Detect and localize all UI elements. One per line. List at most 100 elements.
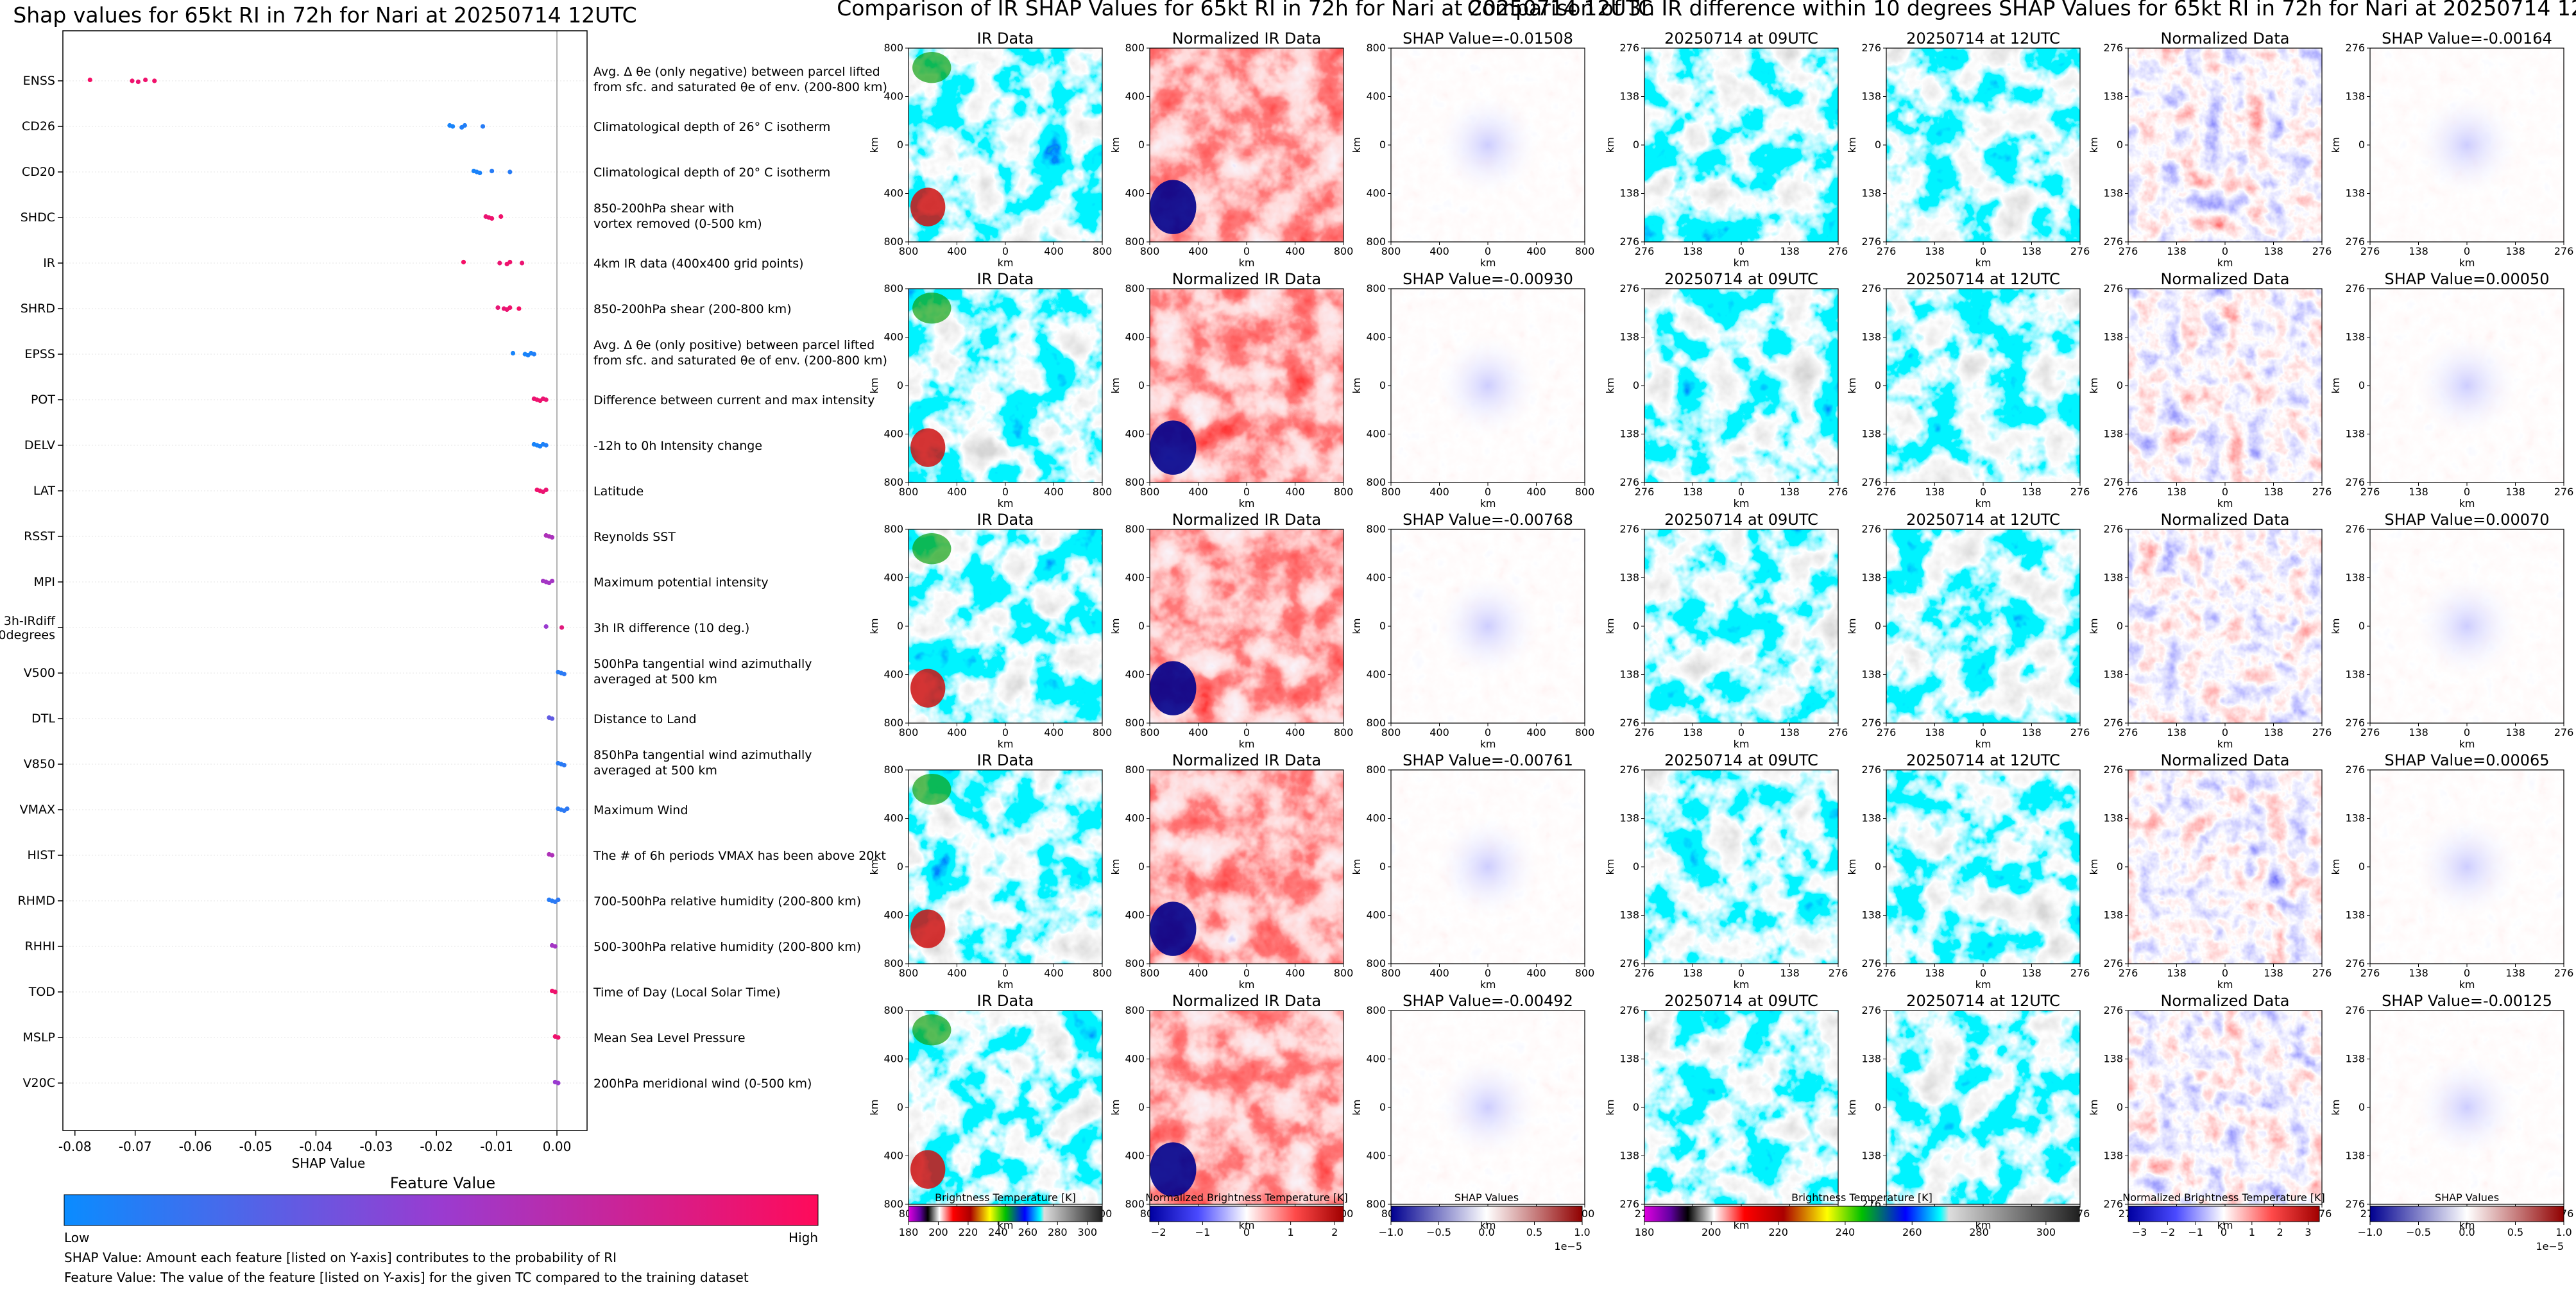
panel-title: SHAP Value=0.00050 [2384, 270, 2549, 288]
panel-image [2128, 1011, 2322, 1204]
x-axis-label: km [998, 978, 1014, 991]
feature-description: Difference between current and max inten… [593, 393, 874, 407]
y-tick-label: 400 [1366, 812, 1386, 824]
y-tick-label: 400 [1125, 812, 1145, 824]
y-tick-label: 138 [2103, 669, 2123, 681]
colorbar-1: Brightness Temperature [K] 180 200 220 240 26… [899, 1191, 1103, 1238]
panel-title: IR Data [977, 30, 1034, 47]
panel-title: Normalized Data [2160, 511, 2289, 529]
shap-center-blob [2412, 90, 2521, 200]
y-tick-label: 276 [2345, 42, 2365, 54]
x-tick-label: 276 [1635, 726, 1655, 738]
feature-label: RHHI [25, 939, 55, 953]
shap-point [143, 77, 148, 83]
feature-label: CD26 [22, 119, 55, 133]
feature-label: ENSS [23, 74, 55, 88]
x-tick-label: 276 [2070, 726, 2090, 738]
y-tick-label: 0 [1138, 139, 1145, 151]
feature-label: IR [43, 256, 55, 270]
x-tick-label: 400 [947, 486, 967, 498]
colorbar-label: SHAP Values [1454, 1191, 1519, 1204]
feature-row-cd20: CD20 Climatological depth of 20° C isothe… [22, 165, 830, 180]
y-tick-label: 0 [2358, 860, 2365, 873]
x-tick-label: 800 [1575, 726, 1595, 738]
y-axis-label: km [1109, 378, 1122, 394]
panel-title: SHAP Value=-0.01508 [1403, 30, 1573, 47]
y-tick-label: 276 [1861, 717, 1881, 729]
y-tick-label: 400 [1366, 90, 1386, 103]
feature-row-hist: HIST The # of 6h periods VMAX has been ab… [27, 848, 885, 863]
x-tick-label: 0 [2222, 726, 2228, 738]
x-tick-label: 276 [2070, 967, 2090, 979]
feature-row-delv: DELV -12h to 0h Intensity change [24, 438, 762, 453]
y-tick-label: 400 [1366, 669, 1386, 681]
ir-shap-comparison: Comparison of IR SHAP Values for 65kt RI… [837, 0, 1653, 1252]
x-tick-label: 0 [2222, 967, 2228, 979]
feature-description: Reynolds SST [593, 530, 676, 544]
y-tick-label: 276 [1861, 476, 1881, 488]
y-tick-label: 276 [2345, 235, 2365, 248]
feature-description: Distance to Land [593, 712, 697, 726]
x-tick-label: 0 [1485, 967, 1491, 979]
y-axis-label: km [1846, 378, 1858, 394]
x-tick-label: 276 [1877, 245, 1897, 257]
x-axis-label: km [1239, 497, 1255, 509]
panel-title: IR Data [977, 751, 1034, 769]
colorbar-tick-label: 0.0 [2459, 1226, 2475, 1238]
x-tick-label: 0 [1485, 245, 1491, 257]
y-tick-label: 0 [2358, 620, 2365, 632]
x-tick-label: 800 [1140, 726, 1160, 738]
x-tick-label: 400 [1188, 486, 1208, 498]
x-tick-label: 800 [899, 967, 919, 979]
colorbar-tick-label: 200 [928, 1226, 948, 1238]
plot-frame [62, 30, 588, 1131]
colorbar-tick-label: −2 [1151, 1226, 1166, 1238]
colorbar-tick-label: 240 [1836, 1226, 1855, 1238]
shap-center-blob [1433, 90, 1542, 200]
x-tick-label: -0.06 [179, 1139, 212, 1154]
shap-point [135, 79, 141, 85]
x-tick-label: 138 [2022, 486, 2042, 498]
colorbar-label: Brightness Temperature [K] [1791, 1191, 1932, 1204]
y-tick-label: 800 [883, 764, 903, 776]
y-tick-label: 138 [1619, 428, 1639, 440]
x-tick-label: 400 [1044, 245, 1064, 257]
x-tick-label: 138 [2409, 726, 2428, 738]
y-axis-label: km [2088, 619, 2100, 635]
shap-point [543, 443, 549, 448]
colorbar-gradient [1644, 1206, 2080, 1222]
y-axis-label: km [1351, 619, 1363, 635]
y-tick-label: 400 [1125, 669, 1145, 681]
feature-row-ir: IR 4km IR data (400x400 grid points) [43, 256, 803, 271]
y-tick-label: 0 [897, 139, 903, 151]
y-axis-label: km [2088, 137, 2100, 153]
y-axis-label: km [1109, 859, 1122, 875]
cold-spot [1150, 661, 1197, 715]
x-axis-label: km [998, 1219, 1014, 1231]
y-tick-label: 400 [1366, 331, 1386, 343]
x-tick-label: 400 [1285, 245, 1305, 257]
panel-title: Normalized Data [2160, 30, 2289, 47]
x-tick-label: 138 [1925, 967, 1945, 979]
x-axis-label: km [2217, 1219, 2233, 1231]
colorbar-low-label: Low [64, 1230, 89, 1245]
x-axis-label: km [1975, 978, 1992, 991]
grid-title: Comparison of IR SHAP Values for 65kt RI… [837, 0, 1653, 21]
y-tick-label: 138 [1619, 669, 1639, 681]
chart-title: Shap values for 65kt RI in 72h for Nari … [13, 3, 636, 28]
y-tick-label: 0 [1875, 139, 1881, 151]
panel-ir-r5-c1: 20250714 at 09UTC27613801382762761380138… [1604, 992, 1848, 1231]
y-axis-label: km [1109, 137, 1122, 153]
shap-point [490, 168, 495, 174]
y-tick-label: 138 [2103, 909, 2123, 921]
panel-title: Normalized Data [2160, 992, 2289, 1010]
x-tick-label: 276 [2119, 486, 2138, 498]
panel-image [1886, 529, 2080, 723]
y-tick-label: 276 [1619, 235, 1639, 248]
colorbar-tick-label: 200 [1702, 1226, 1721, 1238]
y-tick-label: 138 [2345, 1053, 2365, 1065]
